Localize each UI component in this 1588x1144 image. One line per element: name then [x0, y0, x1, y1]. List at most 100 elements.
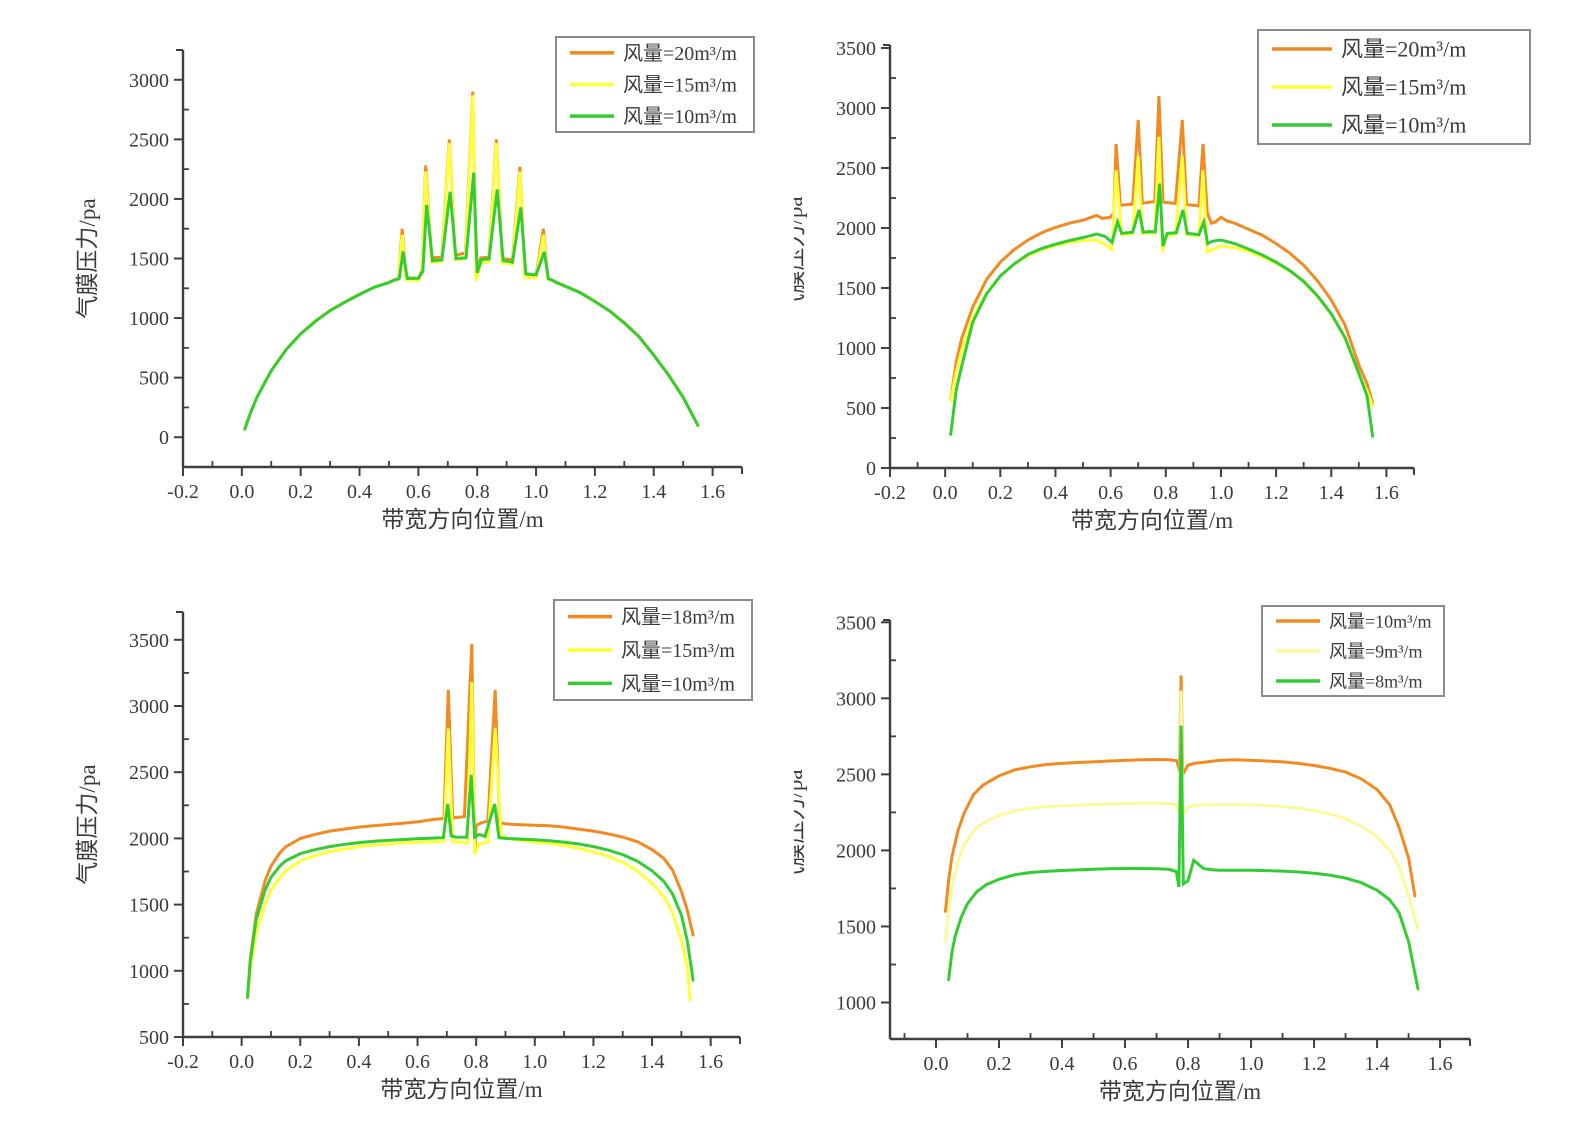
x-tick-label: 0.0 — [923, 1053, 948, 1075]
x-tick-label: 1.4 — [1319, 482, 1344, 504]
x-tick-label: 0.0 — [229, 1051, 254, 1073]
y-tick-label: 3500 — [129, 630, 169, 652]
y-tick-label: 3000 — [836, 98, 876, 120]
x-axis-title: 带宽方向位置/m — [1071, 508, 1233, 533]
x-tick-label: 0.6 — [1098, 482, 1123, 504]
legend-label-0: 风量=18m³/m — [621, 607, 735, 629]
x-tick-label: 0.6 — [1113, 1053, 1138, 1075]
x-tick-label: 1.0 — [1239, 1053, 1264, 1075]
chart-bottom-right: 0.0 0.2 0.4 0.6 0.8 1.0 1.2 1.4 1.6 1000 1500 2000 2… — [794, 572, 1588, 1144]
x-tick-label: 0.8 — [464, 1051, 489, 1073]
legend-label-0: 风量=20m³/m — [623, 43, 737, 65]
x-tick-label: 0.2 — [987, 1053, 1012, 1075]
x-tick-label: 0.8 — [1176, 1053, 1201, 1075]
plot-area-bottom-left: -0.2 0.0 0.2 0.4 0.6 0.8 1.0 1.2 1.4 1.6 500 1000 15… — [75, 611, 741, 1102]
y-tick-label: 1500 — [836, 916, 876, 938]
x-tick-label: 0.4 — [1050, 1053, 1075, 1075]
x-tick-label: 0.0 — [933, 482, 958, 504]
x-tick-label: 1.6 — [698, 1051, 723, 1073]
series-line-2 — [243, 172, 700, 431]
y-tick-label: 1500 — [129, 249, 169, 271]
legend-label-2: 风量=10m³/m — [621, 673, 735, 695]
chart-bottom-left: -0.2 0.0 0.2 0.4 0.6 0.8 1.0 1.2 1.4 1.6 500 1000 15… — [0, 572, 794, 1144]
x-tick-label: 1.2 — [1264, 482, 1289, 504]
y-tick-label: 2500 — [836, 764, 876, 786]
x-tick-label: 1.0 — [522, 1051, 547, 1073]
y-axis-title: 气膜压力/pa — [794, 769, 807, 889]
plot-area-bottom-right: 0.0 0.2 0.4 0.6 0.8 1.0 1.2 1.4 1.6 1000 1500 2000 2… — [794, 612, 1471, 1104]
x-tick-label: -0.2 — [874, 482, 906, 504]
x-tick-label: 0.8 — [1153, 482, 1178, 504]
x-tick-label: 0.8 — [465, 481, 490, 503]
x-tick-label: 0.4 — [1043, 482, 1068, 504]
y-tick-label: 2000 — [129, 189, 169, 211]
y-tick-label: 500 — [846, 398, 876, 420]
x-tick-label: 0.2 — [288, 481, 313, 503]
plot-area-top-right: -0.2 0.0 0.2 0.4 0.6 0.8 1.0 1.2 1.4 1.6 0 500 1000 1… — [794, 38, 1415, 533]
legend-top-left: 风量=20m³/m 风量=15m³/m 风量=10m³/m — [555, 36, 755, 133]
x-axis-title: 带宽方向位置/m — [380, 1077, 542, 1102]
y-tick-label: 1000 — [129, 308, 169, 330]
legend-label-2: 风量=8m³/m — [1329, 671, 1423, 691]
chart-top-right: -0.2 0.0 0.2 0.4 0.6 0.8 1.0 1.2 1.4 1.6 0 500 1000 1… — [794, 0, 1588, 572]
series-line-2 — [949, 183, 1375, 438]
y-tick-label: 1000 — [129, 961, 169, 983]
x-tick-label: -0.2 — [167, 1051, 199, 1073]
series-line-2 — [246, 774, 695, 999]
legend-top-right: 风量=20m³/m 风量=15m³/m 风量=10m³/m — [1257, 29, 1531, 145]
x-tick-label: 1.6 — [1374, 482, 1399, 504]
x-tick-label: 1.0 — [524, 481, 549, 503]
y-axis-title: 气膜压力/pa — [75, 764, 100, 884]
x-tick-label: 1.6 — [1428, 1053, 1453, 1075]
series-line-1 — [243, 95, 700, 431]
x-tick-label: 0.4 — [347, 481, 372, 503]
plot-area-top-left: -0.2 0.0 0.2 0.4 0.6 0.8 1.0 1.2 1.4 1.6 0 500 1000 1… — [75, 49, 743, 532]
legend-label-2: 风量=10m³/m — [1341, 113, 1466, 138]
x-tick-label: 0.6 — [405, 1051, 430, 1073]
y-tick-label: 2000 — [129, 828, 169, 850]
x-tick-label: 1.0 — [1208, 482, 1233, 504]
y-tick-label: 2500 — [129, 129, 169, 151]
x-tick-label: 1.4 — [640, 1051, 665, 1073]
x-tick-label: 1.2 — [582, 481, 607, 503]
y-tick-label: 3000 — [129, 696, 169, 718]
y-tick-label: 2000 — [836, 218, 876, 240]
legend-label-0: 风量=10m³/m — [1329, 611, 1432, 631]
chart-canvas-bottom-left: -0.2 0.0 0.2 0.4 0.6 0.8 1.0 1.2 1.4 1.6 500 1000 15… — [75, 599, 753, 1102]
y-tick-label: 1500 — [129, 895, 169, 917]
x-tick-label: -0.2 — [167, 481, 199, 503]
y-tick-label: 3500 — [836, 612, 876, 634]
y-tick-label: 500 — [139, 1027, 169, 1049]
chart-canvas-top-right: -0.2 0.0 0.2 0.4 0.6 0.8 1.0 1.2 1.4 1.6 0 500 1000 1… — [794, 29, 1531, 533]
y-axis-title: 气膜压力/pa — [794, 196, 807, 316]
x-tick-label: 0.6 — [406, 481, 431, 503]
y-tick-label: 500 — [139, 368, 169, 390]
chart-canvas-top-left: -0.2 0.0 0.2 0.4 0.6 0.8 1.0 1.2 1.4 1.6 0 500 1000 1… — [75, 36, 755, 532]
y-tick-label: 2500 — [836, 158, 876, 180]
legend-label-2: 风量=10m³/m — [623, 106, 737, 128]
chart-canvas-bottom-right: 0.0 0.2 0.4 0.6 0.8 1.0 1.2 1.4 1.6 1000 1500 2000 2… — [794, 605, 1471, 1104]
y-tick-label: 1500 — [836, 278, 876, 300]
x-tick-label: 0.4 — [346, 1051, 371, 1073]
y-tick-label: 1000 — [836, 338, 876, 360]
y-tick-label: 2000 — [836, 840, 876, 862]
legend-label-1: 风量=9m³/m — [1329, 641, 1423, 661]
x-tick-label: 1.4 — [1365, 1053, 1390, 1075]
series-line-0 — [246, 643, 695, 999]
y-tick-label: 2500 — [129, 762, 169, 784]
y-tick-label: 0 — [159, 427, 169, 449]
legend-bottom-left: 风量=18m³/m 风量=15m³/m 风量=10m³/m — [553, 599, 753, 701]
y-tick-label: 3000 — [129, 70, 169, 92]
x-tick-label: 0.0 — [229, 481, 254, 503]
legend-label-0: 风量=20m³/m — [1341, 37, 1466, 62]
x-axis-title: 带宽方向位置/m — [1099, 1079, 1261, 1104]
x-axis-title: 带宽方向位置/m — [381, 507, 543, 532]
x-tick-label: 0.2 — [988, 482, 1013, 504]
series-line-1 — [246, 682, 692, 1002]
legend-label-1: 风量=15m³/m — [623, 75, 737, 97]
y-tick-label: 0 — [866, 458, 876, 480]
x-tick-label: 1.4 — [641, 481, 666, 503]
legend-bottom-right: 风量=10m³/m 风量=9m³/m 风量=8m³/m — [1261, 605, 1445, 697]
x-tick-label: 1.2 — [1302, 1053, 1327, 1075]
